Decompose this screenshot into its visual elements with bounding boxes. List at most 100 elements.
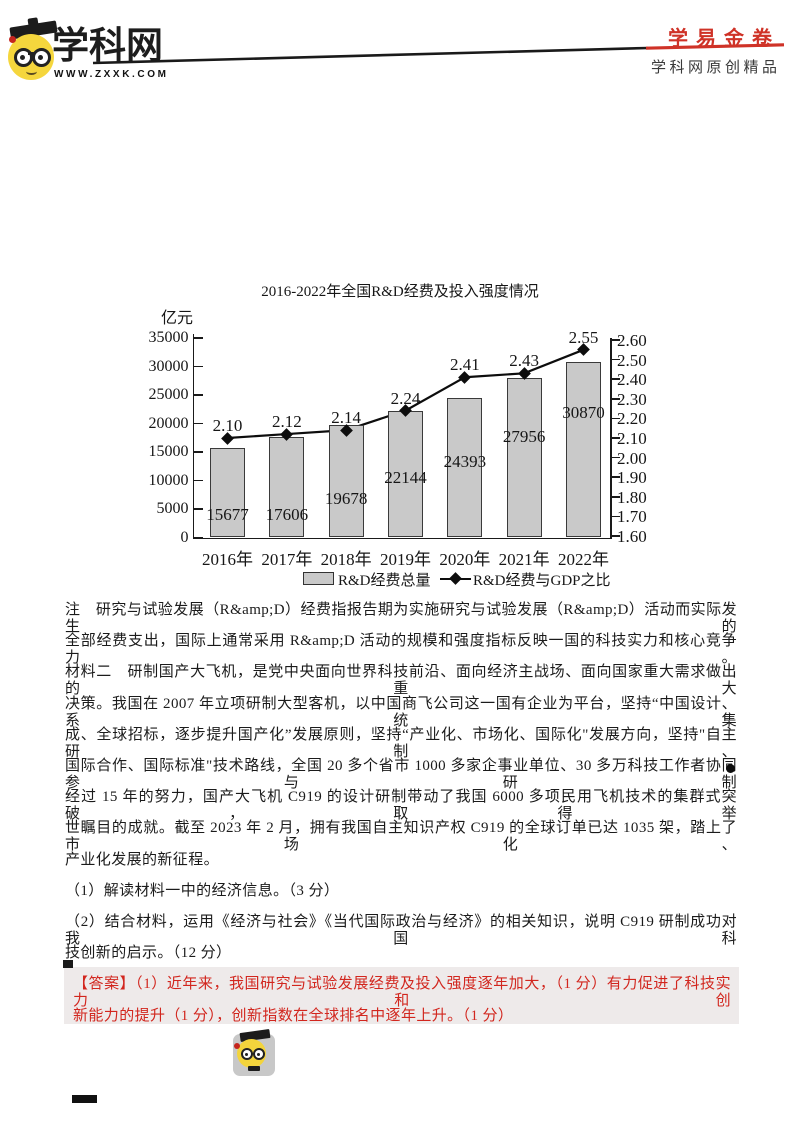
y-axis-label-left: 10000 (148, 471, 189, 489)
y-axis-tick-right (610, 378, 620, 380)
y-axis-label-right: 2.20 (617, 409, 647, 429)
glasses-bridge-icon (28, 52, 34, 55)
text-line: 技创新的启示。（12 分） (65, 945, 232, 962)
y-axis-label-right: 1.70 (617, 507, 647, 527)
y-axis-tick-right (610, 417, 620, 420)
bar-value-label: 17606 (265, 505, 309, 524)
y-axis-left (192, 334, 194, 538)
bar (269, 437, 305, 538)
y-axis-tick-left (192, 508, 203, 510)
y-axis-label-right: 2.60 (617, 331, 647, 350)
y-axis-label-right: 2.00 (617, 448, 647, 468)
red-tassel-icon (9, 36, 16, 43)
answer-box (64, 967, 739, 1024)
legend-label-bar: R&D经费总量 (338, 573, 431, 589)
text-line: 国际合作、国际标准"技术路线，全国 20 多个省市 1000 多家企事业单位、3… (65, 758, 737, 791)
answer-line: 新能力的提升（1 分），创新指数在全球排名中逐年上升。（1 分） (73, 1008, 514, 1024)
text-line: 产业化发展的新征程。 (65, 851, 220, 868)
y-axis-label-right: 2.50 (617, 350, 647, 370)
ink-dot-artifact (726, 764, 735, 773)
y-axis-label-right: 2.10 (617, 429, 647, 448)
y-axis-tick-right (610, 456, 620, 459)
bar (447, 398, 483, 538)
text-line: 材料二 研制国产大飞机，是党中央面向世界科技前沿、面向经济主战场、面向国家重大需… (65, 664, 737, 698)
left-eye-icon (20, 55, 25, 60)
y-axis-tick-left (192, 479, 203, 482)
y-axis-tick-right (610, 476, 620, 478)
y-axis-label-right: 2.30 (617, 389, 647, 409)
chart-unit-label: 亿元 (161, 310, 194, 327)
y-axis-tick-right (610, 515, 620, 518)
text-line: 世瞩目的成就。截至 2023 年 2 月，拥有我国自主知识产权 C919 的全球… (65, 820, 737, 854)
x-axis-label: 2019年 (379, 550, 431, 569)
y-axis-tick-left (192, 365, 203, 368)
y-axis-label-right: 1.80 (617, 487, 647, 507)
y-axis-tick-right (610, 398, 620, 400)
y-axis-label-right: 2.40 (617, 370, 647, 390)
y-axis-tick-left (192, 422, 203, 425)
line-point-label: 2.24 (390, 388, 421, 408)
x-axis-label: 2021年 (498, 550, 550, 569)
text-line: 经过 15 年的努力，国产大飞机 C919 的设计研制带动了我国 6000 多项… (65, 789, 737, 823)
text-line: （1）解读材料一中的经济信息。（3 分） (65, 882, 340, 899)
x-axis-label: 2022年 (557, 550, 609, 569)
y-axis-tick-right (610, 496, 620, 498)
y-axis-tick-left (192, 394, 203, 396)
line-point-label: 2.14 (331, 408, 362, 428)
y-axis-label-right: 1.90 (617, 468, 647, 488)
header-rule-line (92, 43, 785, 65)
brand-url: WWW.ZXXK.COM (54, 69, 169, 80)
y-axis-label-left: 0 (180, 528, 189, 546)
right-eye-icon (38, 55, 43, 60)
mascot-right-eye-icon (257, 1053, 260, 1056)
x-axis (192, 537, 612, 539)
y-axis-label-left: 35000 (148, 329, 189, 346)
scan-mark-artifact (63, 960, 73, 968)
rd-expenditure-chart: 2016-2022年全国R&D经费及投入强度情况 亿元 0 5000 10000 15… (148, 284, 647, 589)
bar-value-label: 30870 (562, 403, 605, 422)
text-line: （2）结合材料，运用《经济与社会》《当代国际政治与经济》的相关知识，说明 C91… (65, 914, 737, 947)
y-axis-label-left: 25000 (148, 386, 189, 403)
text-line: 成、全球招标，逐步提升国产化”发展原则，坚持“产业化、市场化、国际化"发展方向，… (65, 726, 737, 760)
bar-value-label: 24393 (443, 452, 487, 471)
y-axis-tick-right (610, 437, 620, 439)
y-axis-tick-left (192, 337, 203, 339)
x-axis-label: 2017年 (261, 550, 313, 569)
y-axis-tick-right (610, 358, 620, 361)
mascot-tassel-icon (234, 1043, 240, 1049)
mouth-icon (26, 68, 37, 75)
x-axis-label: 2020年 (439, 550, 491, 569)
x-axis-label: 2018年 (320, 550, 372, 569)
bar (210, 448, 245, 538)
bar-value-label: 27956 (502, 427, 546, 446)
text-line: 全部经费支出，国际上通常采用 R&amp;D 活动的规模和强度指标反映一国的科技… (65, 633, 737, 667)
legend-bar-swatch-icon (303, 572, 334, 585)
page-number-dash (72, 1095, 97, 1103)
y-axis-tick-left (192, 536, 203, 539)
legend-label-line: R&D经费与GDP之比 (473, 573, 611, 589)
y-axis-label-left: 15000 (148, 443, 189, 460)
line-point-label: 2.41 (449, 355, 480, 375)
x-axis-label: 2016年 (202, 550, 253, 569)
mascot-watermark (228, 1028, 280, 1080)
answer-line: 【答案】（1）近年来，我国研究与试验发展经费及投入强度逐年加大，（1 分）有力促… (73, 976, 731, 1009)
bar-value-label: 22144 (384, 468, 427, 487)
mascot-bowtie-icon (248, 1066, 260, 1071)
line-point-label: 2.12 (271, 412, 302, 432)
bar (565, 361, 601, 538)
bar-value-label: 15677 (206, 505, 249, 524)
bar-value-label: 19678 (324, 489, 368, 508)
series-title: 学易金卷 (668, 28, 780, 50)
mascot-left-eye-icon (245, 1053, 248, 1056)
text-line: 决策。我国在 2007 年立项研制大型客机，以中国商飞公司这一国有企业为平台，坚… (65, 695, 737, 729)
y-axis-tick-right (610, 535, 620, 537)
text-line: 注 研究与试验发展（R&amp;D）经费指报告期为实施研究与试验发展（R&amp… (65, 602, 737, 635)
y-axis-tick-right (610, 339, 620, 341)
line-point-label: 2.43 (509, 351, 540, 371)
y-axis-label-left: 5000 (156, 500, 189, 517)
y-axis-label-left: 30000 (148, 357, 189, 375)
chart-title: 2016-2022年全国R&D经费及投入强度情况 (261, 284, 539, 300)
line-point-label: 2.10 (212, 416, 243, 435)
y-axis-tick-left (192, 451, 203, 453)
